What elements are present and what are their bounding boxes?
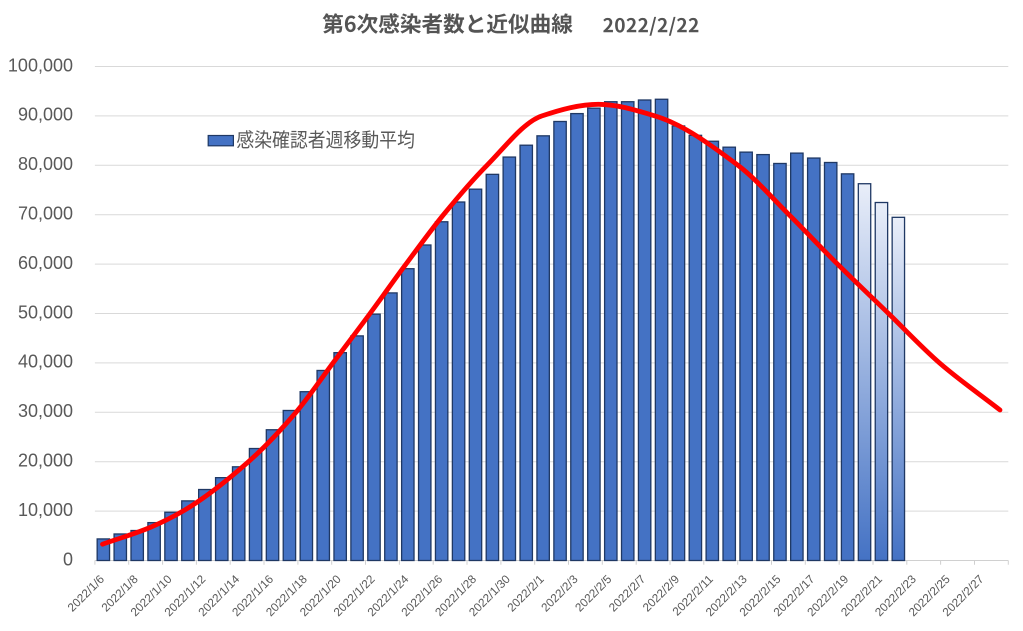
svg-text:80,000: 80,000 <box>18 154 73 174</box>
svg-text:90,000: 90,000 <box>18 105 73 125</box>
svg-text:0: 0 <box>63 549 73 569</box>
svg-text:30,000: 30,000 <box>18 401 73 421</box>
svg-text:40,000: 40,000 <box>18 352 73 372</box>
svg-text:10,000: 10,000 <box>18 500 73 520</box>
svg-text:100,000: 100,000 <box>8 55 73 75</box>
svg-text:20,000: 20,000 <box>18 451 73 471</box>
svg-text:70,000: 70,000 <box>18 204 73 224</box>
svg-text:50,000: 50,000 <box>18 302 73 322</box>
svg-text:60,000: 60,000 <box>18 253 73 273</box>
